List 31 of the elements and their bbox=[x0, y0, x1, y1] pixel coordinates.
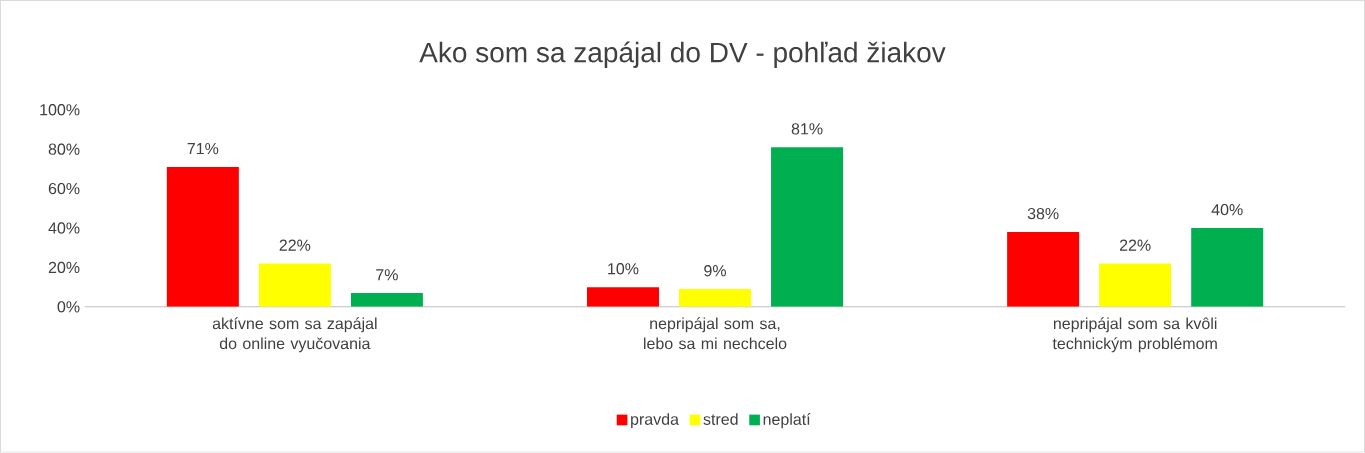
data-label: 40% bbox=[1211, 204, 1243, 216]
x-tick-label: aktívne som sa zapájal do online vyučovania bbox=[212, 317, 377, 353]
data-label: 81% bbox=[791, 123, 823, 135]
legend-label: neplatí bbox=[763, 413, 811, 429]
data-label: 7% bbox=[376, 269, 398, 281]
y-tick-label: 60% bbox=[48, 183, 80, 195]
y-tick-label: 80% bbox=[48, 143, 80, 156]
bar bbox=[166, 167, 239, 308]
legend-label: pravda bbox=[631, 413, 679, 429]
data-label: 22% bbox=[1119, 239, 1151, 251]
y-tick-label: 40% bbox=[48, 222, 80, 234]
data-label: 22% bbox=[279, 239, 311, 251]
legend-label: stred bbox=[703, 413, 738, 426]
y-tick-label: 0% bbox=[57, 301, 80, 313]
bar bbox=[1007, 232, 1080, 308]
y-tick-label: 20% bbox=[48, 261, 80, 274]
bar bbox=[1099, 263, 1172, 308]
bar bbox=[679, 289, 752, 308]
data-label: 71% bbox=[187, 143, 219, 155]
bar bbox=[771, 147, 844, 308]
data-label: 10% bbox=[608, 263, 639, 275]
y-tick-label: 100% bbox=[40, 104, 80, 116]
data-label: 38% bbox=[1027, 208, 1059, 220]
bar bbox=[586, 287, 659, 308]
chart-title: Ako som sa zapájal do DV - pohľad žiakov bbox=[419, 41, 946, 69]
bar bbox=[350, 293, 423, 308]
x-tick-label: nepripájal som sa kvôli technickým problémom bbox=[1052, 317, 1217, 353]
data-label: 9% bbox=[704, 265, 727, 277]
bar bbox=[258, 263, 331, 308]
x-tick-label: nepripájal som sa, lebo sa mi nechcelo bbox=[644, 317, 787, 350]
bar bbox=[1191, 228, 1264, 308]
